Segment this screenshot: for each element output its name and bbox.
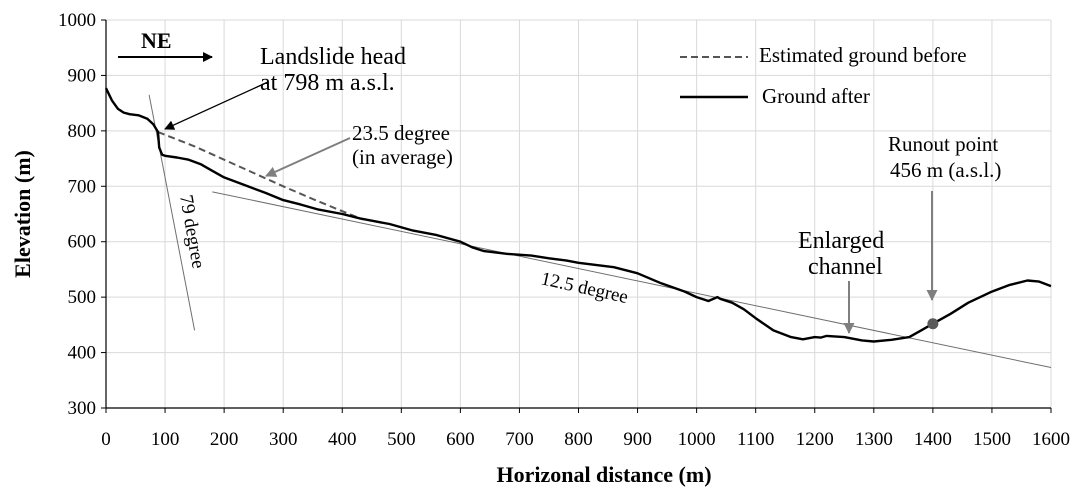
x-tick-label: 200 [210,429,239,450]
y-tick-label: 700 [68,176,97,197]
channel-label-line2: channel [808,254,883,280]
runout-label-line1: Runout point [888,132,998,156]
reference-line [148,94,196,331]
x-tick-label: 1300 [855,429,893,450]
x-axis-title: Horizonal distance (m) [496,462,711,487]
legend: Estimated ground before Ground after [680,43,967,108]
x-tick-label: 400 [328,429,357,450]
legend-label-after: Ground after [762,84,870,108]
tick-labels: 0 100 200 300 400 500 600 700 800 900 1000 1100 1200… [58,10,1070,450]
legend-label-before: Estimated ground before [759,43,967,67]
x-tick-label: 300 [269,429,298,450]
steep-angle-label: 79 degree [175,193,209,270]
runout-label-line2: 456 m (a.s.l.) [890,158,1001,182]
avg-angle-line1: 23.5 degree [352,121,450,145]
series-lines [104,87,1052,343]
avg-angle-arrow [265,137,351,177]
head-label-line1: Landslide head [260,44,406,70]
head-label-line2: at 798 m a.s.l. [260,70,395,96]
reference-line [212,191,1052,369]
series-line [104,87,1052,343]
x-tick-label: 1400 [914,429,952,450]
series-line [157,131,364,221]
runout-point-marker [927,318,939,330]
head-arrow [164,81,269,130]
y-tick-label: 500 [68,287,97,308]
avg-angle-line2: (in average) [352,145,453,169]
x-tick-label: 1600 [1032,429,1070,450]
reference-lines [148,94,1052,369]
x-tick-label: 800 [564,429,593,450]
y-tick-label: 900 [68,65,97,86]
x-tick-label: 900 [623,429,652,450]
x-tick-label: 100 [151,429,180,450]
y-axis-title: Elevation (m) [10,150,35,278]
direction-label: NE [141,28,172,53]
x-tick-label: 1200 [796,429,834,450]
x-tick-label: 1100 [737,429,774,450]
axes [101,19,1052,413]
y-tick-label: 800 [68,121,97,142]
annotations: NE Landslide head at 798 m a.s.l. 23.5 d… [118,28,1001,334]
x-tick-label: 1000 [678,429,716,450]
x-tick-label: 600 [446,429,475,450]
y-tick-label: 1000 [58,10,96,31]
gridlines [106,19,1052,408]
gentle-angle-label: 12.5 degree [539,268,630,308]
x-tick-label: 1500 [973,429,1011,450]
x-tick-label: 0 [101,429,111,450]
y-tick-label: 600 [68,232,97,253]
channel-label-line1: Enlarged [798,228,884,254]
y-tick-label: 400 [68,343,97,364]
y-tick-label: 300 [68,398,97,419]
x-tick-label: 700 [505,429,534,450]
x-tick-label: 500 [387,429,416,450]
